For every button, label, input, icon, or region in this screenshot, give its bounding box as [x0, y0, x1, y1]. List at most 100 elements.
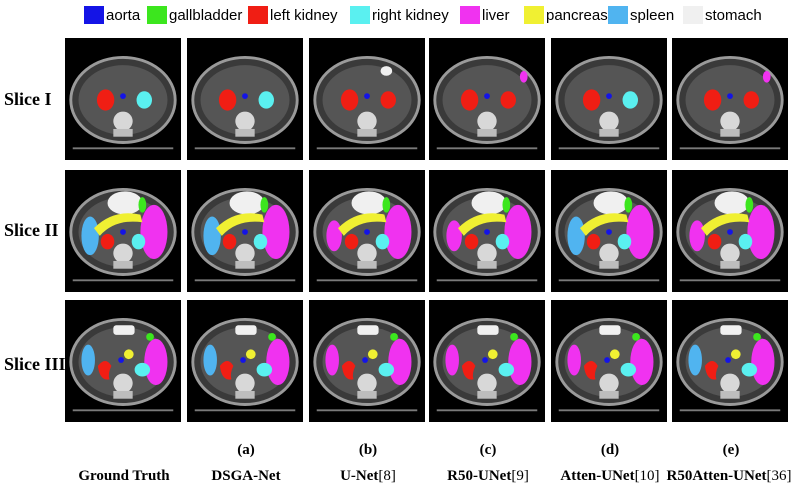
ct-slice-panel [672, 300, 788, 422]
legend-label: pancreas [546, 6, 608, 24]
legend-swatch-gallbladder [147, 6, 167, 24]
liver-mask [626, 204, 654, 260]
sublabel-d: (d) [600, 442, 620, 458]
gallbladder-mask [624, 197, 633, 213]
column-name-text: R50-UNet [447, 468, 512, 484]
aorta-mask [364, 229, 370, 235]
right-kidney-mask [500, 91, 516, 109]
pancreas-mask [458, 213, 507, 236]
column-name-u-net: U-Net[8] [302, 468, 434, 485]
aorta-mask [364, 93, 370, 99]
liver-mask [751, 338, 775, 386]
spleen-mask [325, 344, 339, 376]
column-name-atten-unet: Atten-UNet[10] [544, 468, 676, 485]
spine-bone [235, 111, 255, 131]
right-kidney-mask [136, 91, 152, 109]
stomach-mask [357, 325, 379, 335]
spleen-mask [689, 220, 705, 252]
abdomen-tissue [442, 65, 532, 135]
legend-swatch-stomach [683, 6, 703, 24]
spine-bone [599, 243, 619, 263]
left-kidney-mask [586, 233, 601, 250]
spleen-mask [203, 216, 221, 256]
pancreas-mask [730, 349, 741, 360]
right-kidney-mask [498, 362, 515, 377]
gallbladder-mask [382, 197, 391, 213]
legend-swatch-pancreas [524, 6, 544, 24]
left-kidney-mask [219, 361, 234, 380]
pancreas-mask [367, 349, 378, 360]
abdomen-tissue [200, 65, 290, 135]
pancreas-mask [609, 349, 620, 360]
legend-item-spleen: spleen [608, 5, 674, 25]
spine-process [477, 128, 497, 137]
spine-bone [113, 243, 133, 263]
gallbladder-mask [753, 332, 761, 341]
column-name-ground-truth: Ground Truth [58, 468, 190, 485]
gallbladder-mask [632, 332, 640, 341]
column-name-text: DSGA-Net [211, 468, 281, 484]
right-kidney-mask [741, 362, 758, 377]
liver-mask [262, 204, 290, 260]
right-kidney-mask [134, 362, 151, 377]
column-ref: [9] [511, 468, 529, 484]
right-kidney-mask [617, 233, 632, 250]
right-kidney-mask [258, 91, 274, 109]
aorta-mask [727, 229, 733, 235]
aorta-mask [240, 357, 246, 363]
aorta-mask [604, 357, 610, 363]
liver-mask [144, 338, 168, 386]
column-name-dsga-net: DSGA-Net [180, 468, 312, 485]
spine-process [235, 390, 255, 399]
spine-bone [357, 111, 377, 131]
pancreas-mask [487, 349, 498, 360]
right-kidney-mask [253, 233, 268, 250]
aorta-mask [606, 229, 612, 235]
spleen-mask [81, 216, 99, 256]
abdomen-tissue [322, 65, 412, 135]
spleen-mask [567, 344, 581, 376]
ct-slice-panel [551, 38, 667, 160]
left-kidney-mask [583, 361, 598, 380]
left-kidney-mask [100, 233, 115, 250]
spine-bone [599, 111, 619, 131]
right-kidney-mask [131, 233, 146, 250]
right-kidney-mask [620, 362, 637, 377]
ct-slice-panel [309, 300, 425, 422]
gallbladder-mask [390, 332, 398, 341]
liver-mask [140, 204, 168, 260]
column-ref: [8] [378, 468, 396, 484]
column-name-r50-unet: R50-UNet[9] [422, 468, 554, 485]
spine-bone [720, 243, 740, 263]
spine-process [599, 390, 619, 399]
spine-bone [477, 373, 497, 393]
spine-process [720, 260, 740, 269]
legend-swatch-right-kidney [350, 6, 370, 24]
left-kidney-mask [464, 233, 479, 250]
spine-process [599, 260, 619, 269]
legend-label: aorta [106, 6, 141, 24]
ct-slice-panel [672, 38, 788, 160]
left-kidney-mask [340, 89, 359, 111]
legend-item-stomach: stomach [683, 5, 762, 25]
column-ref: [36] [766, 468, 792, 484]
row-label-slice-ii: Slice II [4, 220, 59, 240]
row-label-slice-iii: Slice III [4, 354, 66, 374]
legend-swatch-aorta [84, 6, 104, 24]
liver-mask [384, 204, 412, 260]
abdomen-tissue [78, 65, 168, 135]
left-kidney-mask [222, 233, 237, 250]
ct-slice-panel [309, 170, 425, 292]
left-kidney-mask [344, 233, 359, 250]
sublabel-a: (a) [237, 442, 255, 458]
spleen-mask [446, 220, 462, 252]
stomach-mask [720, 325, 742, 335]
spleen-mask [81, 344, 95, 376]
aorta-mask [120, 93, 126, 99]
ct-slice-panel [65, 38, 181, 160]
stomach-mask [593, 191, 629, 215]
left-kidney-mask [460, 89, 479, 111]
left-kidney-mask [96, 89, 115, 111]
legend-item-gallbladder: gallbladder [147, 5, 242, 25]
spine-process [113, 390, 133, 399]
